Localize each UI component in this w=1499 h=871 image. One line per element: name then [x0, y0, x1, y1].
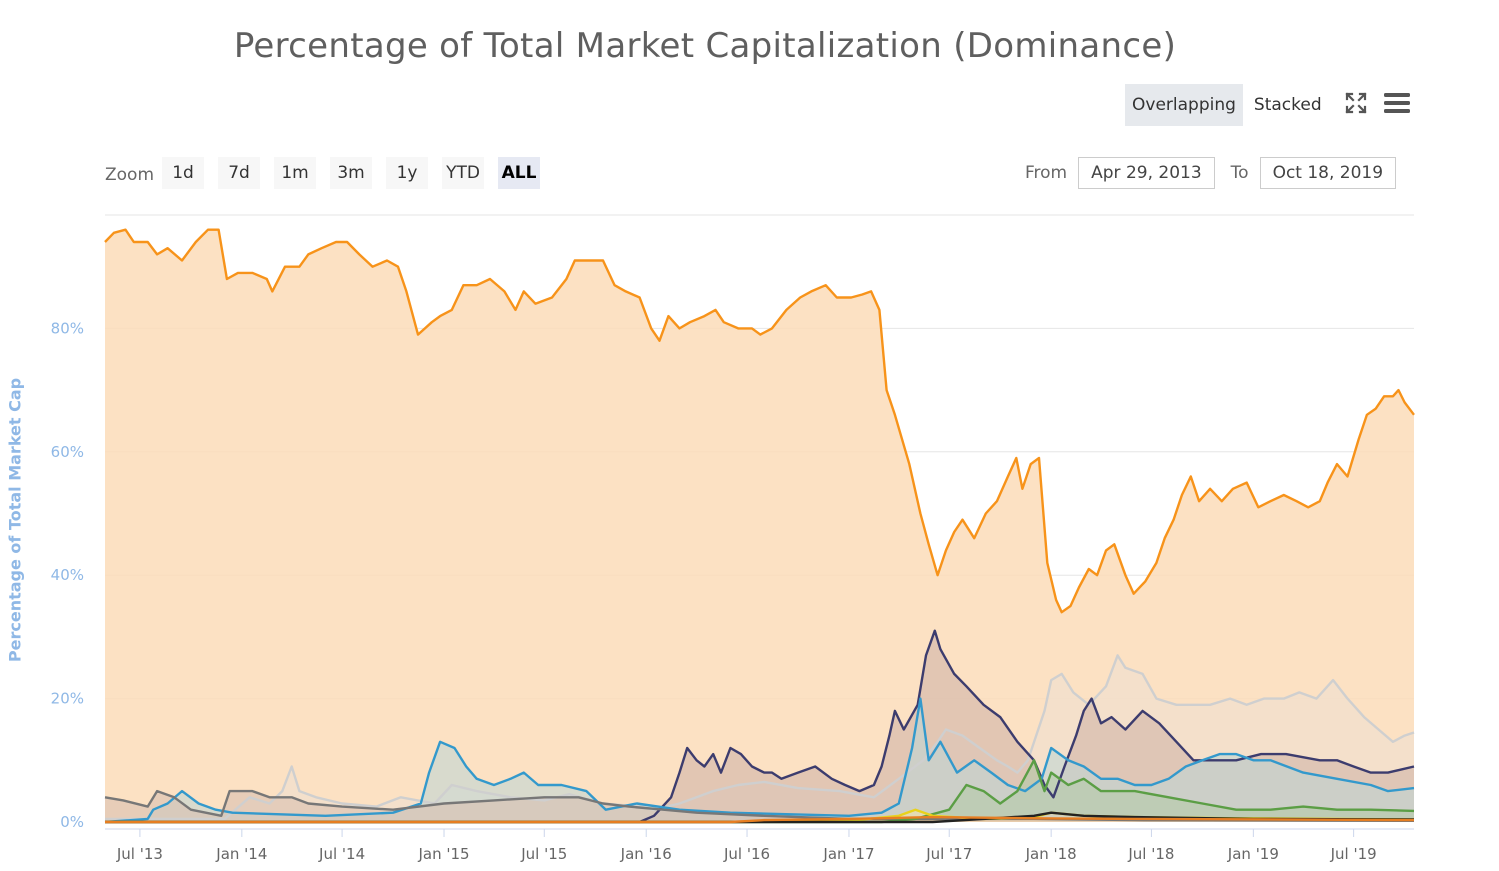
x-tick-label: Jan '15	[417, 845, 469, 863]
to-date-input[interactable]: Oct 18, 2019	[1259, 157, 1397, 189]
series-area-4	[105, 791, 1414, 822]
zoom-1y-button[interactable]: 1y	[386, 157, 429, 189]
series-line-0	[104, 228, 1415, 614]
hamburger-menu-icon[interactable]	[1383, 91, 1411, 115]
x-tick-label: Jan '19	[1227, 845, 1279, 863]
zoom-bar: Zoom 1d 7d 1m 3m 1y YTD ALL	[105, 157, 554, 189]
series-line-1	[105, 654, 1415, 821]
series-line-8	[105, 815, 1415, 824]
chart-title: Percentage of Total Market Capitalizatio…	[233, 26, 1177, 66]
x-tick-label: Jan '14	[215, 845, 267, 863]
series-line-5	[105, 759, 1415, 824]
x-tick-label: Jul '14	[318, 845, 365, 863]
from-label: From	[1025, 163, 1068, 183]
series-area-5	[105, 760, 1414, 822]
stacked-button[interactable]: Stacked	[1253, 95, 1322, 115]
zoom-ytd-button[interactable]: YTD	[442, 157, 485, 189]
y-axis-ticks: 0% 20% 40% 60% 80%	[51, 319, 84, 831]
series-areas	[105, 229, 1414, 822]
y-tick-label: 20%	[51, 690, 84, 708]
zoom-1d-button[interactable]: 1d	[162, 157, 205, 189]
x-tick-label: Jul '15	[520, 845, 567, 863]
from-date-input[interactable]: Apr 29, 2013	[1078, 157, 1215, 189]
date-range-selector: From Apr 29, 2013 To Oct 18, 2019	[1025, 157, 1397, 189]
x-tick-label: Jan '17	[822, 845, 874, 863]
x-tick-label: Jul '16	[723, 845, 770, 863]
series-area-8	[105, 817, 1414, 822]
zoom-label: Zoom	[105, 165, 155, 185]
to-label: To	[1230, 163, 1249, 183]
series-area-0	[105, 229, 1414, 822]
fullscreen-icon[interactable]	[1344, 91, 1368, 115]
x-tick-label: Jul '13	[116, 845, 163, 863]
x-tick-label: Jul '19	[1330, 845, 1377, 863]
y-tick-label: 0%	[60, 813, 84, 831]
x-tick-label: Jan '16	[620, 845, 672, 863]
zoom-all-button[interactable]: ALL	[498, 157, 541, 189]
y-tick-label: 40%	[51, 566, 84, 584]
zoom-3m-button[interactable]: 3m	[330, 157, 373, 189]
zoom-1m-button[interactable]: 1m	[274, 157, 317, 189]
view-mode-toggle: Overlapping Stacked	[1125, 84, 1329, 126]
y-tick-label: 80%	[51, 319, 84, 337]
x-tick-label: Jan '18	[1025, 845, 1077, 863]
x-tick-label: Jul '17	[925, 845, 972, 863]
x-axis-ticks: Jul '13 Jan '14 Jul '14 Jan '15 Jul '15 Jan '…	[116, 829, 1377, 863]
series-line-4	[104, 789, 1415, 822]
y-tick-label: 60%	[51, 443, 84, 461]
overlapping-button[interactable]: Overlapping	[1125, 84, 1243, 126]
x-tick-label: Jul '18	[1127, 845, 1174, 863]
zoom-7d-button[interactable]: 7d	[218, 157, 261, 189]
series-lines	[104, 228, 1415, 830]
